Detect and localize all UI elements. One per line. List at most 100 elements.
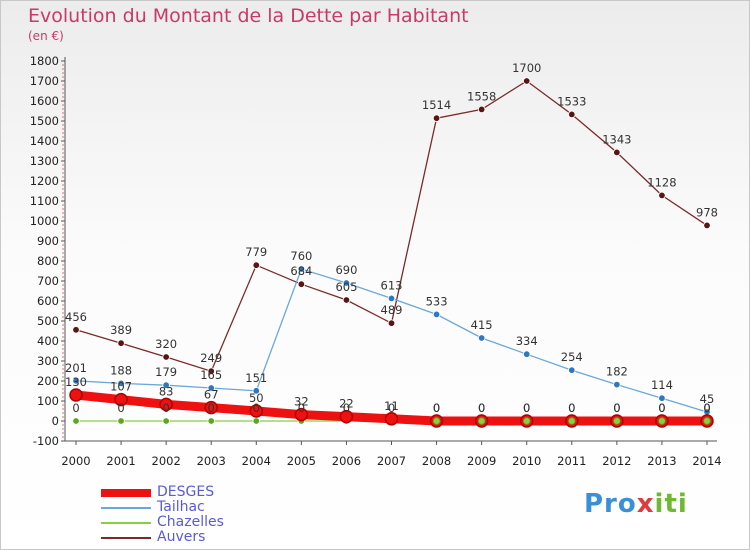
data-point bbox=[252, 261, 260, 269]
series-line-auvers bbox=[75, 80, 708, 372]
data-label: 188 bbox=[110, 363, 132, 377]
chart-title: Evolution du Montant de la Dette par Hab… bbox=[28, 5, 469, 27]
data-point bbox=[432, 417, 441, 425]
data-point bbox=[658, 394, 666, 402]
y-tick-label: 1400 bbox=[30, 134, 59, 148]
data-label: 690 bbox=[335, 263, 357, 277]
data-label: 779 bbox=[245, 245, 267, 259]
data-point bbox=[523, 417, 531, 425]
data-point bbox=[658, 417, 666, 425]
data-label: 182 bbox=[606, 365, 628, 379]
data-label: 456 bbox=[65, 310, 87, 324]
data-label: 0 bbox=[568, 401, 575, 415]
data-point bbox=[162, 381, 170, 389]
y-tick-label: 1000 bbox=[30, 214, 59, 228]
y-tick-label: 1300 bbox=[30, 154, 59, 168]
data-label: 0 bbox=[703, 401, 710, 415]
y-tick-label: 800 bbox=[37, 254, 59, 268]
x-tick-label: 2000 bbox=[61, 454, 90, 468]
data-label: 489 bbox=[381, 303, 403, 317]
x-tick-label: 2010 bbox=[512, 454, 541, 468]
data-point bbox=[339, 409, 354, 424]
data-point bbox=[114, 392, 128, 407]
data-label: 533 bbox=[426, 294, 448, 308]
data-point bbox=[207, 367, 215, 375]
y-tick-label: 200 bbox=[37, 374, 59, 388]
data-point bbox=[117, 339, 125, 347]
data-point bbox=[342, 279, 351, 287]
data-label: 107 bbox=[110, 380, 132, 394]
data-label: 978 bbox=[696, 205, 718, 219]
y-tick-label: 600 bbox=[37, 294, 59, 308]
data-label: 114 bbox=[651, 378, 673, 392]
y-tick-label: 0 bbox=[52, 414, 59, 428]
data-label: 0 bbox=[117, 401, 124, 415]
data-point bbox=[432, 114, 441, 122]
x-tick-label: 2012 bbox=[602, 454, 631, 468]
data-point bbox=[523, 350, 531, 358]
data-label: 45 bbox=[700, 392, 715, 406]
legend-swatch bbox=[101, 506, 151, 509]
data-point bbox=[204, 400, 218, 415]
data-label: 1700 bbox=[512, 61, 541, 75]
y-tick-label: 700 bbox=[37, 274, 59, 288]
data-label: 0 bbox=[388, 401, 395, 415]
data-point bbox=[297, 265, 306, 273]
data-point bbox=[207, 384, 215, 392]
y-tick-label: 1700 bbox=[30, 74, 59, 88]
data-point bbox=[613, 380, 621, 389]
data-point bbox=[297, 280, 306, 288]
x-tick-label: 2013 bbox=[647, 454, 676, 468]
y-tick-label: 100 bbox=[37, 394, 59, 408]
data-label: 1343 bbox=[602, 132, 631, 146]
data-label: 0 bbox=[343, 401, 350, 415]
data-point bbox=[384, 412, 399, 426]
data-label: 0 bbox=[703, 401, 710, 415]
data-point bbox=[613, 148, 621, 157]
data-label: 179 bbox=[155, 365, 177, 379]
data-point bbox=[117, 379, 125, 388]
data-label: 0 bbox=[658, 401, 665, 415]
data-point bbox=[387, 294, 396, 303]
data-point bbox=[523, 77, 531, 85]
y-tick-label: 900 bbox=[37, 234, 59, 248]
x-tick-label: 2014 bbox=[692, 454, 721, 468]
legend-label: DESGES bbox=[157, 484, 215, 500]
data-label: 165 bbox=[200, 368, 222, 382]
data-point bbox=[432, 310, 441, 319]
data-point bbox=[162, 353, 170, 361]
legend-swatch bbox=[101, 488, 151, 497]
y-tick-label: 1800 bbox=[30, 54, 59, 68]
legend: DESGES Tailhac Chazelles Auvers bbox=[101, 485, 224, 545]
x-tick-label: 2008 bbox=[422, 454, 451, 468]
x-tick-label: 2004 bbox=[242, 454, 271, 468]
legend-label: Chazelles bbox=[157, 514, 224, 530]
data-point bbox=[477, 417, 486, 425]
y-tick-label: 1100 bbox=[30, 194, 59, 208]
x-tick-label: 2009 bbox=[467, 454, 496, 468]
data-point bbox=[159, 397, 173, 412]
data-label: 11 bbox=[384, 399, 399, 413]
data-label: 334 bbox=[516, 334, 538, 348]
data-point bbox=[162, 417, 170, 425]
data-label: 760 bbox=[290, 249, 312, 263]
legend-item-desges: DESGES bbox=[101, 485, 224, 500]
data-point bbox=[477, 334, 486, 342]
data-label: 83 bbox=[159, 384, 174, 398]
data-point bbox=[387, 319, 396, 327]
data-point bbox=[477, 105, 486, 114]
data-label: 1558 bbox=[467, 89, 496, 103]
data-label: 415 bbox=[471, 318, 493, 332]
y-tick-label: 400 bbox=[37, 334, 59, 348]
data-point bbox=[568, 417, 576, 425]
data-label: 0 bbox=[162, 401, 169, 415]
data-point bbox=[72, 326, 80, 334]
data-label: 254 bbox=[561, 350, 583, 364]
data-label: 605 bbox=[335, 280, 357, 294]
data-point bbox=[613, 417, 621, 425]
data-label: 0 bbox=[478, 401, 485, 415]
data-label: 0 bbox=[433, 401, 440, 415]
x-tick-label: 2006 bbox=[332, 454, 361, 468]
y-tick-label: 1600 bbox=[30, 94, 59, 108]
